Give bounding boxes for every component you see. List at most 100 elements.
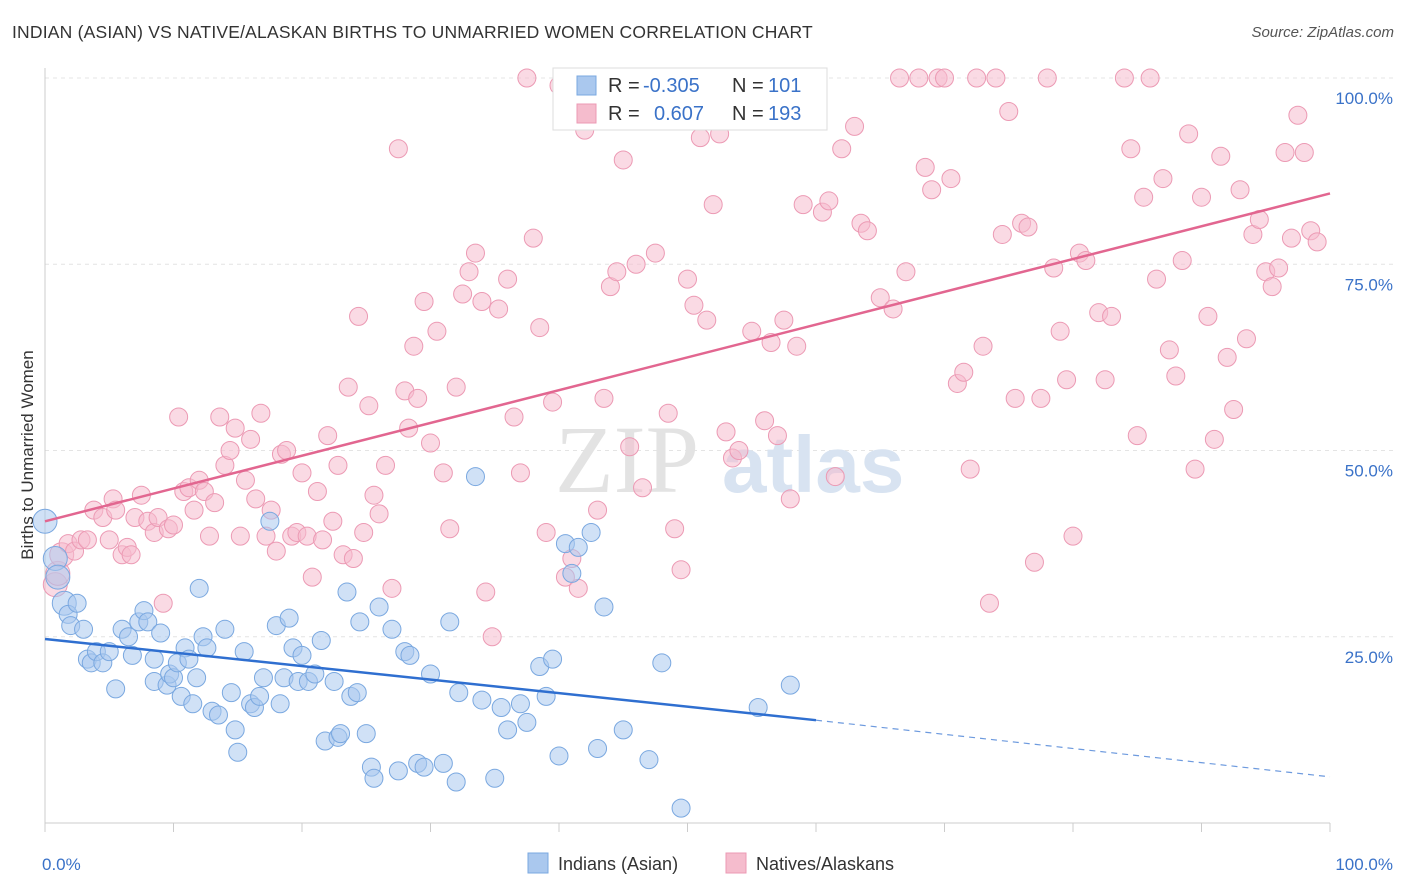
natives-point-181 (1192, 187, 1211, 207)
natives-point-104 (633, 478, 653, 498)
natives-point-116 (716, 422, 736, 442)
source-credit: Source: ZipAtlas.com (1251, 24, 1394, 41)
legend-n-label-1: N = (732, 75, 764, 97)
natives-point-197 (1294, 143, 1314, 162)
indians-point-80 (465, 467, 485, 487)
natives-point-172 (1134, 187, 1154, 207)
indians-point-68 (369, 597, 389, 617)
y-tick-label-1: 50.0% (1345, 462, 1393, 481)
indians-point-61 (337, 582, 357, 602)
natives-point-84 (504, 407, 524, 427)
watermark-zip: ZIP (555, 406, 699, 513)
natives-point-23 (169, 407, 189, 427)
natives-point-137 (890, 68, 910, 88)
natives-point-101 (613, 150, 633, 170)
natives-point-196 (1288, 105, 1308, 125)
natives-point-187 (1230, 180, 1250, 200)
natives-point-60 (359, 396, 379, 416)
axes (44, 68, 1331, 832)
natives-point-59 (354, 522, 374, 542)
natives-point-105 (645, 243, 665, 263)
natives-point-97 (588, 500, 608, 520)
y-tick-labels: 25.0% 50.0% 75.0% 100.0% (1335, 89, 1393, 667)
natives-point-57 (343, 549, 363, 569)
natives-point-143 (935, 68, 954, 88)
y-axis-label: Births to Unmarried Women (18, 350, 37, 559)
indians-point-76 (433, 753, 453, 773)
indians-trend-line (44, 637, 817, 722)
indians-point-83 (491, 698, 511, 718)
natives-point-98 (594, 388, 614, 408)
natives-point-88 (530, 318, 550, 338)
natives-point-132 (845, 116, 865, 136)
series-legend: Indians (Asian) Natives/Alaskans (527, 852, 894, 874)
indians-point-65 (356, 724, 376, 744)
natives-point-178 (1172, 251, 1192, 271)
indians-point-70 (388, 761, 408, 781)
stats-legend-box (552, 67, 828, 131)
natives-point-147 (960, 459, 980, 479)
indians-point-84 (498, 720, 518, 740)
natives-point-37 (241, 429, 261, 449)
natives-point-42 (266, 541, 286, 561)
natives-point-87 (523, 228, 543, 248)
natives-point-141 (922, 180, 942, 200)
indians-point-99 (652, 653, 672, 673)
natives-point-183 (1204, 429, 1224, 449)
natives-point-169 (1114, 68, 1134, 88)
natives-point-149 (973, 336, 993, 356)
y-tick-label-2: 75.0% (1345, 275, 1393, 294)
indians-point-96 (594, 597, 614, 617)
legend-swatch-blue (576, 75, 597, 96)
indians-point-58 (324, 671, 344, 691)
natives-point-173 (1140, 68, 1160, 88)
natives-point-111 (684, 295, 704, 315)
series-legend-swatch-indians (527, 852, 549, 874)
natives-point-65 (388, 139, 408, 159)
natives-point-53 (323, 511, 343, 531)
natives-point-179 (1179, 124, 1199, 144)
natives-point-76 (453, 284, 473, 304)
indians-point-55 (305, 664, 325, 684)
indians-point-95 (588, 739, 608, 758)
natives-point-69 (408, 388, 428, 408)
natives-point-171 (1127, 426, 1147, 446)
natives-point-6 (77, 530, 97, 550)
natives-point-73 (433, 463, 453, 483)
indians-point-36 (208, 705, 228, 725)
indians-trend-extension (815, 719, 1331, 778)
natives-point-177 (1166, 366, 1186, 386)
natives-point-138 (896, 262, 916, 282)
indians-point-63 (347, 683, 367, 703)
natives-point-107 (658, 403, 678, 423)
indians-point-89 (543, 649, 563, 669)
indians-point-64 (350, 612, 370, 632)
natives-point-159 (1037, 68, 1057, 88)
indians-point-98 (639, 750, 659, 770)
natives-point-184 (1211, 146, 1231, 166)
indians-point-7 (74, 619, 94, 639)
natives-point-113 (697, 310, 717, 330)
natives-point-63 (376, 455, 396, 475)
indians-point-74 (414, 757, 434, 777)
indians-point-41 (234, 642, 254, 662)
natives-point-167 (1095, 370, 1115, 390)
indians-point-19 (138, 612, 158, 632)
natives-point-114 (703, 195, 723, 215)
natives-point-61 (364, 485, 384, 505)
natives-point-139 (909, 68, 929, 88)
natives-point-112 (690, 128, 710, 148)
natives-point-144 (941, 169, 961, 189)
series-legend-indians: Indians (Asian) (558, 854, 678, 874)
natives-point-158 (1031, 388, 1051, 408)
legend-n-label-2: N = (732, 103, 764, 125)
legend-r-label-1: R = (608, 75, 640, 97)
natives-point-130 (825, 467, 845, 487)
legend-swatch-pink (576, 103, 597, 124)
legend-r-value-2: 0.607 (654, 103, 704, 125)
indians-point-16 (122, 645, 142, 665)
natives-point-119 (742, 321, 762, 341)
indians-point-48 (270, 694, 290, 714)
natives-point-79 (472, 292, 492, 311)
